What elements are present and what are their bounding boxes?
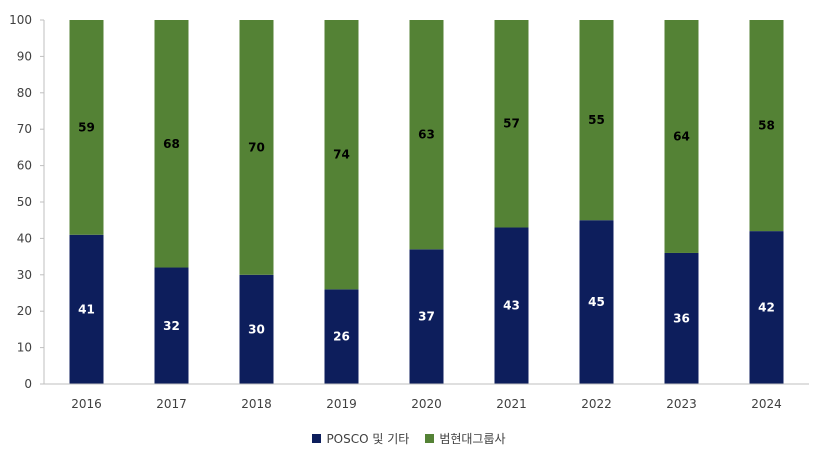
legend-item-hyundai: 범현대그룹사 [425,430,506,447]
data-label-hyundai-2022: 55 [588,113,605,127]
y-tick-label: 100 [9,13,32,27]
x-tick-label: 2019 [326,397,357,411]
data-label-posco-2018: 30 [248,322,265,336]
data-label-posco-2021: 43 [503,299,520,313]
data-label-hyundai-2019: 74 [333,148,350,162]
bar-posco-2016 [69,234,104,384]
data-label-hyundai-2020: 63 [418,128,435,142]
x-tick-label: 2021 [496,397,527,411]
data-label-posco-2016: 41 [78,302,95,316]
data-label-hyundai-2021: 57 [503,117,520,131]
data-label-hyundai-2016: 59 [78,120,95,134]
data-label-hyundai-2018: 70 [248,140,265,154]
legend-swatch-posco [312,434,322,443]
bar-hyundai-2018 [239,20,274,275]
bar-posco-2018 [239,274,274,384]
bar-hyundai-2024 [749,20,784,232]
y-tick-label: 80 [17,86,32,100]
y-tick-label: 50 [17,195,32,209]
y-tick-label: 60 [17,159,32,173]
data-label-posco-2020: 37 [418,310,435,324]
bar-posco-2023 [664,252,699,384]
bar-hyundai-2022 [579,20,614,221]
legend: POSCO 및 기타 범현대그룹사 [0,430,818,447]
data-label-posco-2023: 36 [673,311,690,325]
bar-posco-2022 [579,220,614,384]
data-label-hyundai-2017: 68 [163,137,180,151]
y-tick-label: 0 [24,377,32,391]
y-tick-label: 30 [17,268,32,282]
data-label-hyundai-2023: 64 [673,129,690,143]
y-tick-label: 20 [17,304,32,318]
x-tick-label: 2018 [241,397,272,411]
y-tick-label: 40 [17,231,32,245]
y-tick-label: 70 [17,122,32,136]
bar-posco-2017 [154,267,189,384]
x-tick-label: 2017 [156,397,187,411]
bar-hyundai-2023 [664,20,699,253]
data-label-hyundai-2024: 58 [758,119,775,133]
x-tick-label: 2024 [751,397,782,411]
y-tick-label: 90 [17,49,32,63]
data-label-posco-2024: 42 [758,301,775,315]
legend-swatch-hyundai [425,434,435,443]
bar-hyundai-2021 [494,20,529,228]
legend-label-posco: POSCO 및 기타 [326,432,410,446]
data-label-posco-2019: 26 [333,330,350,344]
data-label-posco-2022: 45 [588,295,605,309]
bar-posco-2020 [409,249,444,384]
bar-hyundai-2016 [69,20,104,235]
bar-hyundai-2019 [324,20,359,290]
x-tick-label: 2023 [666,397,697,411]
bar-posco-2024 [749,231,784,384]
bar-posco-2021 [494,227,529,384]
y-tick-label: 10 [17,341,32,355]
x-tick-label: 2020 [411,397,442,411]
bar-hyundai-2020 [409,20,444,250]
legend-item-posco: POSCO 및 기타 [312,430,409,447]
x-tick-label: 2016 [71,397,102,411]
x-tick-label: 2022 [581,397,612,411]
data-label-posco-2017: 32 [163,319,180,333]
bar-hyundai-2017 [154,20,189,268]
legend-label-hyundai: 범현대그룹사 [439,432,506,446]
bar-posco-2019 [324,289,359,384]
